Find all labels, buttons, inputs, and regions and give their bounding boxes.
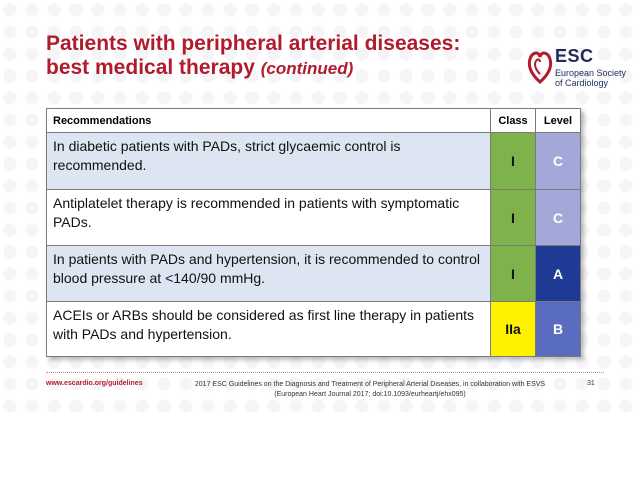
footer-url-link[interactable]: www.escardio.org/guidelines <box>46 380 143 387</box>
citation-line-2: (European Heart Journal 2017; doi:10.109… <box>274 391 466 398</box>
page-number: 31 <box>587 380 595 387</box>
class-badge: I <box>491 246 536 302</box>
title-line-2: best medical therapy (continued) <box>46 56 486 81</box>
title-continued: (continued) <box>260 59 354 78</box>
table-row: Antiplatelet therapy is recommended in p… <box>47 190 580 246</box>
table-row: In patients with PADs and hypertension, … <box>47 246 580 302</box>
footer-divider <box>46 372 604 374</box>
table-row: ACEIs or ARBs should be considered as fi… <box>47 302 580 356</box>
class-badge: IIa <box>491 302 536 356</box>
recommendations-table: Recommendations Class Level In diabetic … <box>46 108 581 357</box>
level-badge: C <box>536 190 580 246</box>
footer-citation: 2017 ESC Guidelines on the Diagnosis and… <box>150 380 590 400</box>
class-badge: I <box>491 190 536 246</box>
slide-title: Patients with peripheral arterial diseas… <box>46 32 486 81</box>
logo-sub-line-2: of Cardiology <box>555 78 609 88</box>
header-level: Level <box>536 109 580 133</box>
logo-brand: ESC <box>555 46 594 66</box>
esc-logo: ESC European Society of Cardiology <box>527 46 627 96</box>
level-badge: B <box>536 302 580 356</box>
header-recommendations: Recommendations <box>47 109 491 133</box>
heart-icon <box>527 51 553 85</box>
slide: Patients with peripheral arterial diseas… <box>0 0 638 412</box>
header-class: Class <box>491 109 536 133</box>
table-header-row: Recommendations Class Level <box>47 109 580 133</box>
level-badge: A <box>536 246 580 302</box>
recommendation-text: ACEIs or ARBs should be considered as fi… <box>47 302 491 356</box>
logo-sub-line-1: European Society <box>555 68 627 78</box>
title-main: best medical therapy <box>46 56 255 79</box>
title-line-1: Patients with peripheral arterial diseas… <box>46 32 461 55</box>
recommendation-text: Antiplatelet therapy is recommended in p… <box>47 190 491 246</box>
citation-line-1: 2017 ESC Guidelines on the Diagnosis and… <box>194 381 546 388</box>
recommendation-text: In diabetic patients with PADs, strict g… <box>47 133 491 190</box>
level-badge: C <box>536 133 580 190</box>
recommendation-text: In patients with PADs and hypertension, … <box>47 246 491 302</box>
logo-subtitle: European Society of Cardiology <box>555 68 626 88</box>
table-row: In diabetic patients with PADs, strict g… <box>47 133 580 190</box>
class-badge: I <box>491 133 536 190</box>
